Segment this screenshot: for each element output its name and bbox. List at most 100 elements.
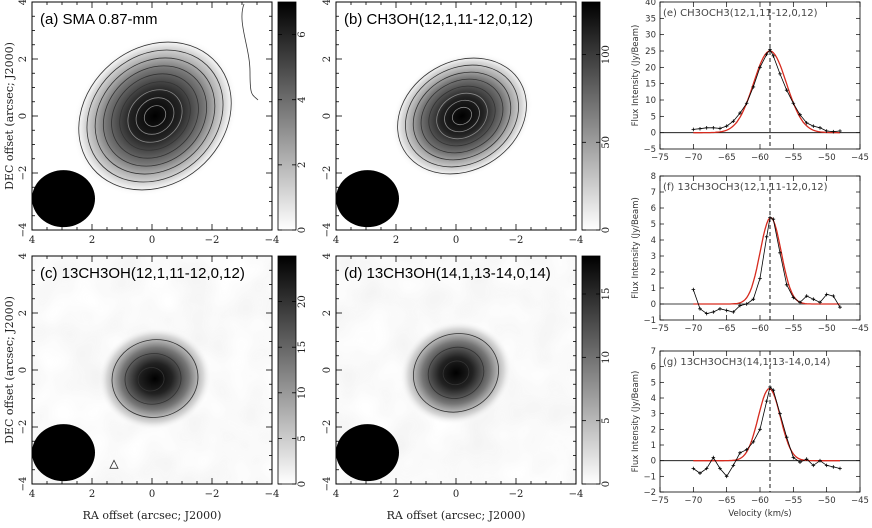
data-point xyxy=(738,303,742,308)
y-tick-label: 3 xyxy=(651,410,656,420)
colorbar: 0 50 100 xyxy=(581,1,612,233)
data-point xyxy=(804,294,809,298)
map-panel-a: 4 2 0 −2 −4 −4 −2 0 2 4 (a) SMA 0.87-mm 0 2 4 6 xyxy=(18,0,308,246)
x-tick-label: 0 xyxy=(149,235,155,246)
x-tick-label: 0 xyxy=(149,489,155,500)
data-point xyxy=(818,300,822,305)
spectrum-line xyxy=(693,386,841,477)
contour-small xyxy=(109,459,119,469)
data-point xyxy=(831,129,836,134)
data-point xyxy=(798,300,802,305)
x-tick-label: 4 xyxy=(333,235,339,246)
y-tick-label: −2 xyxy=(322,420,333,435)
data-point xyxy=(711,125,716,130)
data-point xyxy=(758,65,762,70)
y-tick-label: 40 xyxy=(645,0,656,8)
data-point xyxy=(798,460,802,465)
colorbar-tick-label: 15 xyxy=(601,288,612,301)
map-panel-b: 4 2 0 −2 −4 −4 −2 0 2 4 (b) CH3OH(12,1,11-12,0,12)… xyxy=(322,0,612,246)
map-image xyxy=(32,256,272,484)
data-point xyxy=(838,305,842,309)
y-tick-label: 8 xyxy=(651,172,656,182)
contour-level-1 xyxy=(78,41,232,191)
colorbar: 0 5 10 15 20 xyxy=(277,255,308,487)
data-point xyxy=(778,72,782,76)
x-tick-label: −55 xyxy=(784,496,802,506)
map-ylabel-top: DEC offset (arcsec; J2000) xyxy=(3,42,16,190)
x-tick-label: 0 xyxy=(453,489,459,500)
map-ticks xyxy=(335,1,577,231)
contour-level-2 xyxy=(124,353,182,405)
data-point xyxy=(784,283,789,287)
map-xlabel-left: RA offset (arcsec; J2000) xyxy=(83,509,222,522)
data-point xyxy=(698,307,702,311)
contour-level-4 xyxy=(102,65,208,167)
gaussian-fit xyxy=(693,388,840,462)
data-point xyxy=(764,52,769,57)
colorbar-tick-label: 15 xyxy=(297,341,308,354)
x-tick-label: −2 xyxy=(205,489,220,500)
map-panel-d: 4 2 0 −2 −4 −4 −2 0 2 4 (d) 13CH3OH(14,1,13-14,0,1… xyxy=(322,253,612,500)
data-point xyxy=(791,295,796,300)
panel-title: (c) 13CH3OH(12,1,11-12,0,12) xyxy=(40,265,245,282)
source-emission xyxy=(98,327,212,431)
map-ticks xyxy=(335,255,577,485)
x-tick-label: −60 xyxy=(751,496,769,506)
source-emission xyxy=(72,35,238,197)
data-point xyxy=(818,125,822,130)
contour-level-5 xyxy=(111,73,199,159)
x-tick-label: −75 xyxy=(651,153,669,163)
x-tick-label: −4 xyxy=(265,235,280,246)
data-point xyxy=(768,47,772,52)
beam-ellipse xyxy=(336,424,399,482)
x-tick-label: −50 xyxy=(818,324,836,334)
data-point xyxy=(791,455,796,460)
y-tick-label: −4 xyxy=(18,223,29,238)
y-tick-label: −1 xyxy=(643,472,656,482)
y-tick-label: 4 xyxy=(651,236,656,246)
data-point xyxy=(764,235,769,239)
x-tick-label: −65 xyxy=(718,496,736,506)
data-point xyxy=(784,435,789,439)
data-point xyxy=(818,458,822,463)
y-tick-label: 0 xyxy=(322,113,333,119)
data-point xyxy=(744,101,749,106)
data-point xyxy=(718,466,722,471)
data-point xyxy=(744,447,749,452)
data-point xyxy=(798,112,802,117)
data-point xyxy=(778,251,782,255)
contour-level-2 xyxy=(427,346,485,399)
x-tick-label: 2 xyxy=(89,489,95,500)
map-image xyxy=(336,52,533,228)
data-point xyxy=(804,457,809,461)
y-tick-label: 4 xyxy=(322,253,333,259)
data-point xyxy=(704,125,709,130)
map-ticks xyxy=(31,1,273,231)
source-emission xyxy=(399,320,513,425)
spectrum-panels: −75 −70 −65 −60 −55 −50 −45−50510152025303540(… xyxy=(631,0,869,519)
y-tick-label: 0 xyxy=(18,367,29,373)
contour-level-3 xyxy=(442,360,470,386)
x-tick-label: −60 xyxy=(751,324,769,334)
beam-ellipse xyxy=(336,170,399,228)
y-tick-label: 4 xyxy=(18,0,29,5)
data-point xyxy=(731,310,736,314)
y-tick-label: 2 xyxy=(651,268,656,278)
x-tick-label: −2 xyxy=(509,489,524,500)
y-tick-label: 5 xyxy=(651,112,656,122)
y-tick-label: 2 xyxy=(322,310,333,316)
y-tick-label: 1 xyxy=(651,284,656,294)
x-tick-label: −4 xyxy=(569,235,584,246)
data-point xyxy=(724,308,729,313)
y-tick-label: −2 xyxy=(18,166,29,181)
y-tick-label: 30 xyxy=(645,31,656,41)
panel-title: (a) SMA 0.87-mm xyxy=(40,11,158,28)
y-tick-label: 7 xyxy=(651,188,656,198)
y-tick-label: −4 xyxy=(322,223,333,238)
y-tick-label: 0 xyxy=(651,457,656,467)
colorbar-tick-label: 5 xyxy=(297,435,308,441)
colorbar: 0 2 4 6 xyxy=(277,1,308,233)
colorbar-gradient xyxy=(277,255,297,485)
